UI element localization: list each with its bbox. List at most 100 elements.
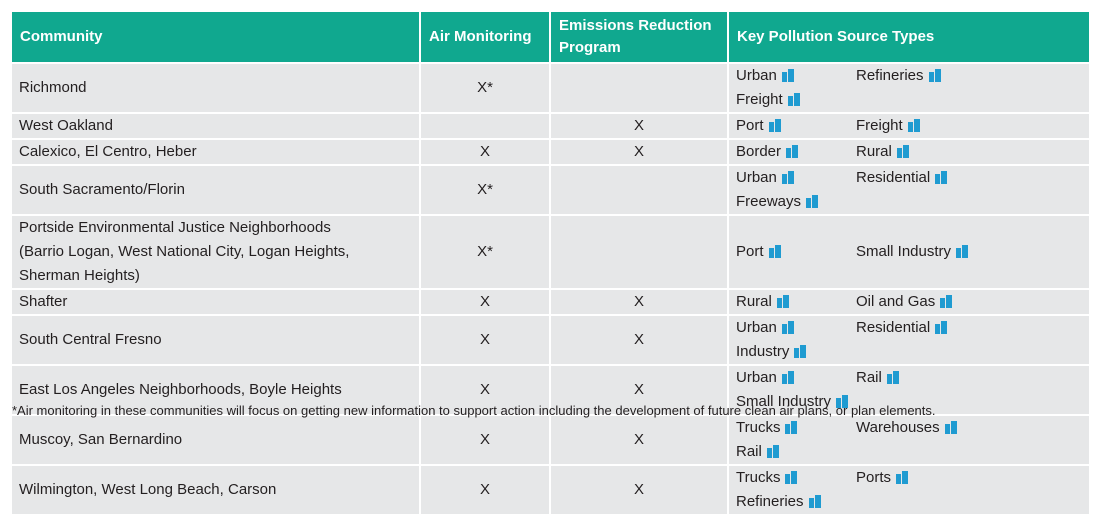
source-label: Port <box>736 117 764 134</box>
sources-cell: Rural Oil and Gas <box>728 288 1091 316</box>
source-icon <box>896 471 909 484</box>
air-cell: X <box>420 364 551 416</box>
source-label: Residential <box>856 169 931 186</box>
community-cell: Calexico, El Centro, Heber <box>12 138 421 166</box>
source-icon <box>768 119 781 132</box>
community-cell: East Los Angeles Neighborhoods, Boyle He… <box>12 364 421 416</box>
source-icon <box>907 119 920 132</box>
source-icon <box>940 295 953 308</box>
air-cell: X* <box>420 62 551 114</box>
emissions-cell: X <box>550 112 729 140</box>
table-row: South Central Fresno X X Urban ResidentialIn… <box>12 314 1091 366</box>
table-row: Wilmington, West Long Beach, Carson X X Tru… <box>12 464 1091 516</box>
source: Freeways <box>736 190 856 214</box>
source-icon <box>786 145 799 158</box>
community-cell: South Central Fresno <box>12 314 421 366</box>
source-icon <box>781 371 794 384</box>
source-icon <box>768 245 781 258</box>
source-icon <box>836 395 849 408</box>
source-label: Residential <box>856 319 931 336</box>
sources-cell: Border Rural <box>728 138 1091 166</box>
source-label: Small Industry <box>856 243 952 260</box>
sources-cell: Port Freight <box>728 112 1091 140</box>
table-wrap: Community Air Monitoring Emissions Reducti… <box>12 12 1091 516</box>
sources-cell: Urban Rail Small Industry <box>728 364 1091 416</box>
air-cell: X* <box>420 164 551 216</box>
source: Ports <box>856 466 984 490</box>
empty-cell <box>550 62 729 114</box>
source: Refineries <box>856 64 984 88</box>
air-cell: X <box>420 288 551 316</box>
source: Industry <box>736 340 856 364</box>
table-row: Portside Environmental Justice Neighborh… <box>12 214 1091 290</box>
sources-cell: Trucks Warehouses Rail <box>728 414 1091 466</box>
sources-cell: Trucks Ports Refineries <box>728 464 1091 516</box>
source-label: Warehouses <box>856 419 940 436</box>
source-label: Oil and Gas <box>856 293 936 310</box>
emissions-cell: X <box>550 314 729 366</box>
source: Freight <box>856 114 984 138</box>
source-label: Urban <box>736 67 777 84</box>
community-cell: Shafter <box>12 288 421 316</box>
source-icon <box>776 295 789 308</box>
table-row: Muscoy, San Bernardino X X Trucks Warehouses… <box>12 414 1091 466</box>
source-label: Port <box>736 243 764 260</box>
table-row: West Oakland X Port Freight <box>12 112 1091 140</box>
table-row: Richmond X* Urban Refineries Freight <box>12 62 1091 114</box>
source: Rail <box>736 440 856 464</box>
source: Small Industry <box>856 240 984 264</box>
source: Port <box>736 240 856 264</box>
community-cell: West Oakland <box>12 112 421 140</box>
source-icon <box>766 445 779 458</box>
table: Community Air Monitoring Emissions Reducti… <box>12 12 1091 516</box>
source-label: Trucks <box>736 419 781 436</box>
header-cell: Emissions Reduction Program <box>550 12 729 63</box>
source-icon <box>935 171 948 184</box>
source-icon <box>808 495 821 508</box>
source-label: Freeways <box>736 193 802 210</box>
source-icon <box>781 321 794 334</box>
source-label: Freight <box>736 91 783 108</box>
source-icon <box>785 421 798 434</box>
source-label: Trucks <box>736 469 781 486</box>
source-label: Ports <box>856 469 892 486</box>
air-cell: X <box>420 414 551 466</box>
table-row: East Los Angeles Neighborhoods, Boyle He… <box>12 364 1091 416</box>
air-cell: X <box>420 138 551 166</box>
source-label: Border <box>736 143 782 160</box>
source-label: Urban <box>736 369 777 386</box>
source-label: Rail <box>856 369 882 386</box>
emissions-cell: X <box>550 364 729 416</box>
source: Urban <box>736 366 856 390</box>
source-label: Freight <box>856 117 903 134</box>
source: Urban <box>736 64 856 88</box>
community-cell: South Sacramento/Florin <box>12 164 421 216</box>
air-cell: X <box>420 314 551 366</box>
source-icon <box>785 471 798 484</box>
air-cell: X <box>420 464 551 516</box>
source: Urban <box>736 166 856 190</box>
source: Refineries <box>736 490 856 514</box>
source: Border <box>736 140 856 164</box>
source: Small Industry <box>736 390 856 414</box>
source-label: Urban <box>736 169 777 186</box>
source-icon <box>944 421 957 434</box>
header-cell: Key Pollution Source Types <box>728 12 1091 63</box>
source: Urban <box>736 316 856 340</box>
source: Freight <box>736 88 856 112</box>
source-icon <box>794 345 807 358</box>
source-label: Rail <box>736 443 762 460</box>
source-label: Urban <box>736 319 777 336</box>
sources-cell: Port Small Industry <box>728 214 1091 290</box>
source: Rural <box>736 290 856 314</box>
header-cell: Community <box>12 12 421 63</box>
empty-cell <box>550 164 729 216</box>
community-cell: Portside Environmental Justice Neighborh… <box>12 214 421 290</box>
table-body: Richmond X* Urban RefineriesFreight West Oak… <box>12 62 1091 516</box>
source-icon <box>896 145 909 158</box>
emissions-cell: X <box>550 288 729 316</box>
air-cell: X* <box>420 214 551 290</box>
table-row: Shafter X X Rural Oil and Gas <box>12 288 1091 316</box>
source: Rural <box>856 140 984 164</box>
source: Port <box>736 114 856 138</box>
